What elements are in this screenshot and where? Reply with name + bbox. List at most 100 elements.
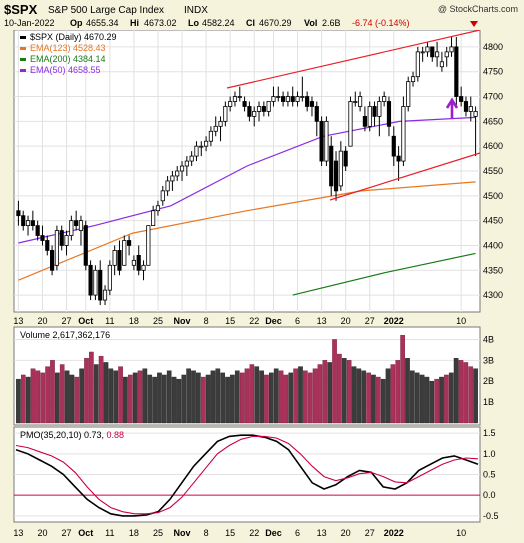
volume-bar: [273, 368, 279, 424]
price-candle: [151, 205, 156, 227]
legend-entry: EMA(50) 4658.55: [30, 65, 101, 75]
price-candle: [204, 136, 209, 152]
volume-bar: [69, 374, 75, 424]
volume-ytick-label: 1B: [483, 397, 494, 407]
x-tick-label: 27: [365, 316, 375, 326]
price-candle: [305, 91, 310, 112]
price-candle: [83, 220, 88, 271]
low-label: Lo: [188, 18, 199, 28]
price-candle: [382, 91, 387, 107]
price-candle: [117, 240, 122, 276]
volume-bar: [205, 374, 211, 424]
change-value: -6.74 (-0.14%): [352, 18, 410, 28]
volume-bar: [283, 374, 289, 424]
price-candle: [430, 46, 435, 62]
volume-bar: [249, 364, 255, 424]
ema200-line: [292, 252, 476, 296]
volume-bar: [196, 372, 201, 424]
x-tick-label: 2022: [384, 528, 404, 538]
price-candle: [329, 136, 334, 196]
volume-bar: [268, 372, 274, 424]
price-candle: [59, 225, 64, 251]
x-tick-label: 10: [456, 528, 466, 538]
volume-bar: [30, 368, 36, 424]
price-candle: [468, 96, 473, 122]
price-candle: [309, 96, 315, 117]
volume-bar: [371, 374, 376, 424]
volume-bar: [366, 372, 371, 424]
volume-bar: [123, 376, 128, 424]
price-candle: [102, 285, 108, 306]
price-candle: [88, 260, 93, 301]
price-candle: [189, 151, 194, 167]
price-candle: [348, 96, 353, 147]
price-candle: [30, 210, 35, 231]
index-name: S&P 500 Large Cap Index: [48, 5, 164, 16]
price-candle: [319, 116, 324, 167]
price-candle: [165, 175, 170, 196]
symbol-title: $SPX: [4, 2, 38, 17]
price-candle: [98, 260, 103, 306]
price-candle: [78, 215, 84, 246]
price-candle: [74, 210, 79, 231]
volume-bar: [79, 368, 84, 424]
volume-bar: [166, 370, 172, 424]
x-tick-label: 13: [317, 528, 327, 538]
volume-bar: [395, 360, 401, 424]
high-label: Hi: [130, 18, 139, 28]
price-candle: [386, 96, 392, 137]
volume-bar: [118, 366, 123, 424]
pmo-signal-line: [15, 435, 479, 515]
price-candle: [271, 86, 276, 107]
volume-bar: [424, 376, 430, 424]
volume-bar: [400, 335, 405, 424]
price-candle: [179, 161, 185, 181]
volume-bar: [259, 370, 264, 424]
volume-bar: [346, 360, 352, 424]
chart-header: $SPX S&P 500 Large Cap Index INDX @ Stoc…: [4, 2, 518, 28]
x-tick-label: Nov: [174, 528, 191, 538]
volume-bar: [113, 370, 119, 424]
volume-panel-label: Volume 2,617,362,176: [20, 330, 110, 340]
x-tick-label: 13: [13, 316, 23, 326]
channel-upper-line: [226, 30, 481, 89]
close-label: Cl: [246, 18, 255, 28]
price-candle: [146, 225, 151, 266]
x-tick-label: 25: [153, 316, 163, 326]
volume-bar: [210, 370, 216, 424]
volume-bar: [444, 374, 449, 424]
volume-bar: [473, 368, 478, 424]
volume-bar: [35, 370, 41, 424]
volume-bar: [239, 372, 245, 424]
price-candle: [425, 41, 430, 57]
volume-bar: [45, 366, 50, 424]
x-tick-label: 22: [249, 316, 259, 326]
volume-bar: [40, 372, 46, 424]
price-candle: [25, 215, 31, 236]
low-value: 4582.24: [202, 18, 235, 28]
volume-bar: [375, 376, 381, 424]
price-ytick-label: 4700: [483, 92, 503, 102]
price-candle: [122, 235, 127, 266]
pmo-ytick-label: 1.0: [483, 449, 496, 459]
x-tick-label: 20: [341, 316, 351, 326]
x-tick-label: 13: [317, 316, 327, 326]
price-candle: [21, 210, 26, 231]
price-candle: [333, 151, 339, 201]
volume-bar: [93, 364, 99, 424]
volume-bar: [327, 362, 333, 424]
volume-bar: [20, 374, 26, 424]
price-candle: [64, 230, 69, 256]
price-candle: [40, 225, 45, 246]
volume-bar: [74, 376, 80, 424]
price-ytick-label: 4750: [483, 67, 503, 77]
volume-bar: [181, 374, 187, 424]
price-candle: [131, 255, 136, 271]
close-value: 4670.29: [259, 18, 292, 28]
volume-ytick-label: 2B: [483, 376, 494, 386]
open-value: 4655.34: [86, 18, 119, 28]
volume-bar: [191, 370, 196, 424]
x-tick-label: Dec: [265, 316, 282, 326]
volume-bar: [337, 353, 342, 424]
volume-bar: [332, 339, 337, 424]
